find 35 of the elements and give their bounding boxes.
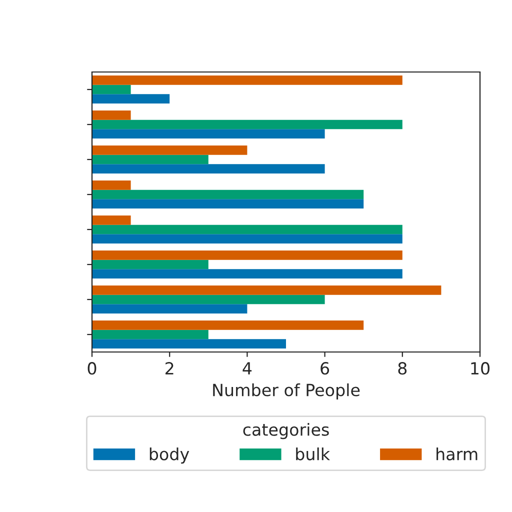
bar [92,294,325,304]
bar [92,250,402,260]
x-tick-label: 6 [320,362,330,375]
bar [92,269,402,278]
bar [92,120,402,130]
legend-title: categories [243,423,329,440]
bar [92,164,325,174]
bar [92,199,364,208]
bar [92,320,364,330]
bar [92,180,131,190]
bar [92,94,170,104]
x-tick-label: 0 [88,362,96,375]
x-axis-title: Number of People [213,383,360,400]
legend-label: bulk [296,447,330,460]
bar [92,110,131,120]
bar [92,129,325,138]
bar [92,260,208,270]
x-tick-label: 4 [242,362,252,374]
bar [92,216,131,225]
bar [92,330,208,340]
x-tick-label: 10 [471,362,490,375]
bar [92,76,402,85]
x-tick-label: 8 [398,362,407,375]
bar [92,286,442,295]
bar [92,146,248,155]
bar [92,339,286,348]
x-tick-label: 2 [166,362,174,374]
bar [92,224,402,234]
legend-label: body [150,447,190,464]
bar [92,84,131,94]
bar [92,154,208,164]
bar [92,234,402,244]
bar [92,190,364,200]
legend-label: harm [436,447,478,460]
bar [92,304,248,314]
